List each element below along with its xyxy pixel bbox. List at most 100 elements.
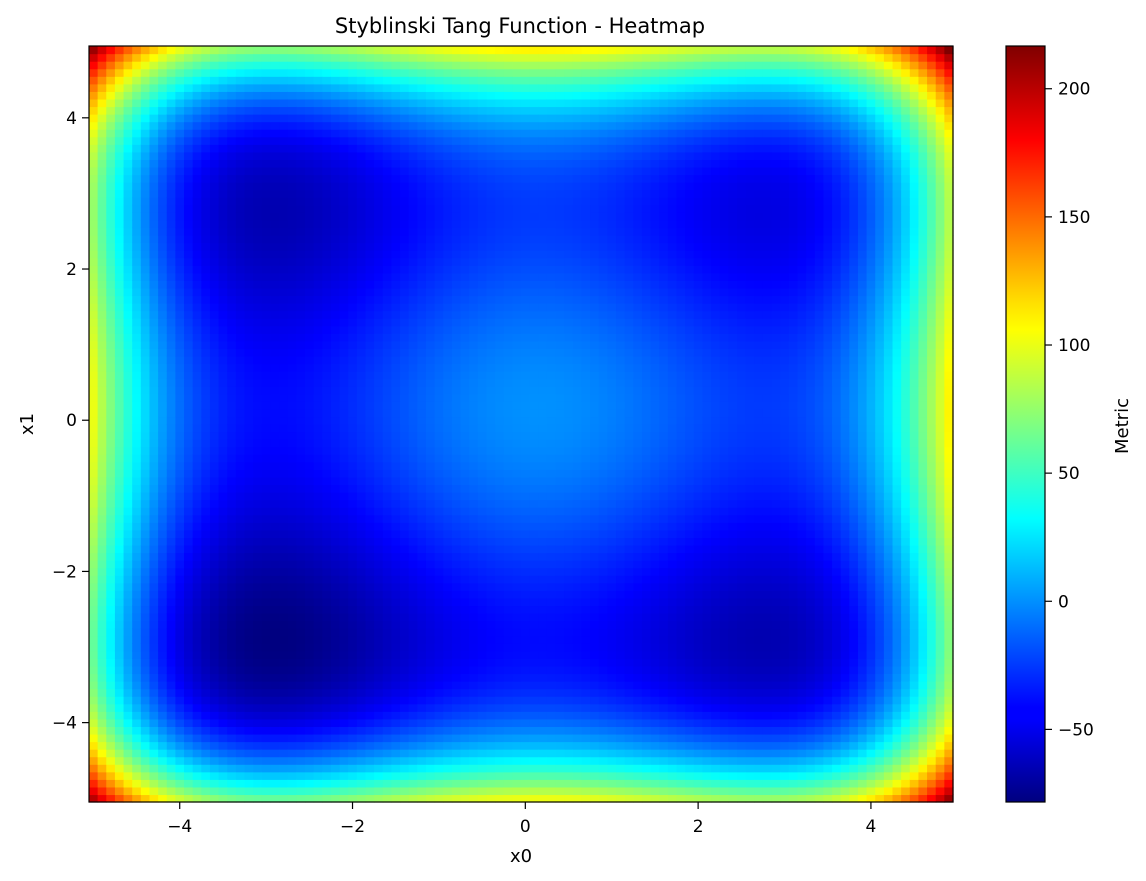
heatmap-cell — [89, 287, 99, 297]
heatmap-cell — [279, 91, 289, 100]
heatmap-cell — [140, 287, 151, 297]
heatmap-cell — [391, 378, 401, 387]
heatmap-cell — [270, 658, 280, 667]
heatmap-cell — [348, 499, 358, 508]
heatmap-cell — [97, 544, 107, 554]
heatmap-cell — [495, 446, 505, 455]
heatmap-cell — [512, 650, 522, 659]
heatmap-cell — [166, 174, 176, 183]
heatmap-cell — [132, 711, 142, 720]
heatmap-cell — [400, 219, 410, 229]
heatmap-cell — [89, 544, 99, 554]
heatmap-cell — [365, 492, 375, 501]
heatmap-cell — [512, 166, 522, 176]
heatmap-cell — [503, 68, 513, 77]
heatmap-cell — [374, 83, 384, 92]
heatmap-cell — [227, 280, 237, 289]
heatmap-cell — [218, 499, 228, 508]
heatmap-cell — [192, 560, 202, 569]
heatmap-cell — [97, 665, 107, 675]
heatmap-cell — [339, 166, 349, 176]
heatmap-cell — [382, 718, 392, 727]
heatmap-cell — [296, 333, 306, 342]
heatmap-cell — [89, 507, 99, 516]
heatmap-cell — [158, 355, 168, 365]
heatmap-cell — [451, 726, 462, 735]
heatmap-cell — [114, 522, 125, 531]
heatmap-cell — [313, 552, 323, 561]
heatmap-cell — [270, 771, 280, 780]
heatmap-cell — [279, 514, 289, 523]
heatmap-cell — [477, 779, 488, 788]
heatmap-cell — [97, 575, 107, 584]
heatmap-cell — [305, 650, 315, 659]
heatmap-cell — [322, 310, 332, 319]
heatmap-cell — [400, 325, 410, 334]
heatmap-cell — [512, 575, 522, 584]
heatmap-cell — [132, 620, 142, 629]
heatmap-cell — [451, 318, 462, 327]
heatmap-cell — [417, 98, 427, 108]
heatmap-cell — [382, 136, 392, 145]
heatmap-cell — [227, 333, 237, 342]
heatmap-cell — [227, 416, 237, 425]
heatmap-cell — [270, 393, 280, 402]
heatmap-cell — [132, 68, 142, 77]
heatmap-cell — [356, 235, 367, 244]
heatmap-cell — [495, 779, 505, 788]
heatmap-cell — [434, 174, 444, 183]
heatmap-cell — [425, 461, 436, 470]
heatmap-cell — [425, 507, 436, 516]
heatmap-cell — [365, 340, 375, 349]
heatmap-cell — [192, 461, 202, 470]
heatmap-cell — [443, 575, 453, 584]
heatmap-cell — [365, 749, 375, 758]
heatmap-cell — [495, 643, 505, 652]
heatmap-cell — [339, 605, 349, 614]
heatmap-cell — [495, 529, 505, 538]
heatmap-cell — [313, 348, 323, 357]
heatmap-cell — [417, 325, 427, 334]
heatmap-cell — [192, 53, 202, 62]
heatmap-cell — [114, 235, 125, 244]
heatmap-cell — [365, 363, 375, 372]
heatmap-cell — [201, 711, 211, 720]
heatmap-cell — [287, 665, 297, 675]
heatmap-cell — [495, 681, 505, 690]
heatmap-cell — [348, 310, 358, 319]
heatmap-cell — [408, 144, 418, 153]
heatmap-cell — [434, 544, 444, 554]
heatmap-cell — [512, 552, 522, 561]
heatmap-cell — [495, 355, 505, 365]
heatmap-cell — [365, 287, 375, 297]
heatmap-cell — [175, 741, 185, 750]
heatmap-cell — [486, 620, 496, 629]
heatmap-cell — [166, 136, 176, 145]
heatmap-cell — [322, 529, 332, 538]
heatmap-cell — [374, 582, 384, 591]
heatmap-cell — [89, 151, 99, 160]
heatmap-cell — [201, 567, 211, 576]
heatmap-cell — [382, 537, 392, 546]
heatmap-cell — [330, 756, 341, 765]
heatmap-cell — [192, 106, 202, 115]
heatmap-cell — [184, 476, 194, 486]
heatmap-cell — [201, 386, 211, 395]
heatmap-cell — [469, 333, 479, 342]
heatmap-cell — [279, 416, 289, 425]
heatmap-cell — [261, 537, 272, 546]
heatmap-cell — [261, 98, 272, 108]
heatmap-cell — [339, 83, 349, 92]
heatmap-cell — [218, 303, 228, 312]
heatmap-cell — [97, 507, 107, 516]
heatmap-cell — [322, 106, 332, 115]
heatmap-cell — [201, 166, 211, 176]
heatmap-cell — [218, 756, 228, 765]
heatmap-cell — [218, 764, 228, 773]
heatmap-cell — [365, 378, 375, 387]
heatmap-cell — [184, 197, 194, 206]
heatmap-cell — [149, 431, 159, 440]
heatmap-cell — [356, 779, 367, 788]
heatmap-cell — [477, 658, 488, 667]
heatmap-cell — [149, 295, 159, 304]
